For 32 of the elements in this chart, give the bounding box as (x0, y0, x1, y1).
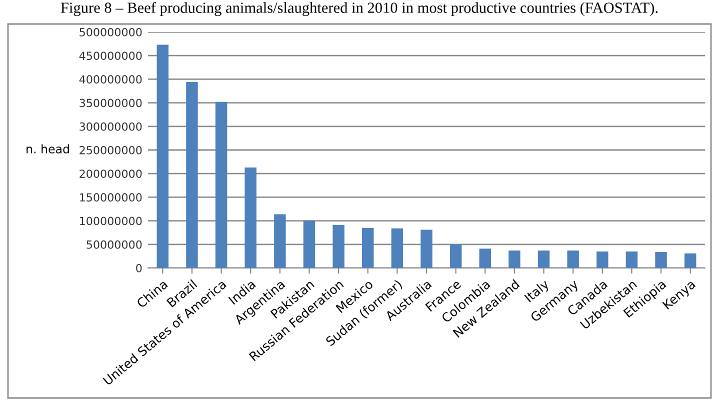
bar (420, 230, 432, 268)
bar (274, 214, 286, 268)
bar (655, 252, 667, 268)
y-tick-label: 150000000 (80, 193, 142, 202)
y-tick-label: 450000000 (79, 52, 142, 60)
y-tick-label: 300000000 (80, 122, 142, 131)
bar (684, 253, 696, 268)
bar (450, 244, 462, 268)
y-axis-title: n. head (26, 144, 69, 154)
y-tick-label: 100000000 (80, 216, 142, 226)
bar (215, 102, 228, 268)
bar (244, 167, 256, 268)
bar (479, 248, 491, 268)
bar (156, 44, 169, 268)
bar (567, 250, 579, 268)
bar (626, 251, 638, 268)
y-tick-label: 0 (136, 264, 142, 272)
bar (332, 225, 344, 268)
bar (303, 220, 316, 268)
bar (596, 251, 608, 268)
y-tick-label: 350000000 (80, 98, 142, 108)
bar (391, 228, 404, 268)
y-tick-label: 250000000 (80, 146, 142, 154)
chart-title: Figure 8 – Beef producing animals/slaughtered in 2010 in most productive countries (FAOSTAT). (60, 2, 658, 16)
bar (362, 228, 374, 268)
y-tick-label: 400000000 (79, 75, 142, 84)
bar (538, 250, 550, 268)
y-tick-label: 500000000 (80, 28, 142, 36)
bar (508, 250, 520, 268)
y-tick-label: 50000000 (86, 240, 142, 249)
bar (186, 82, 198, 268)
y-tick-label: 200000000 (80, 170, 142, 178)
